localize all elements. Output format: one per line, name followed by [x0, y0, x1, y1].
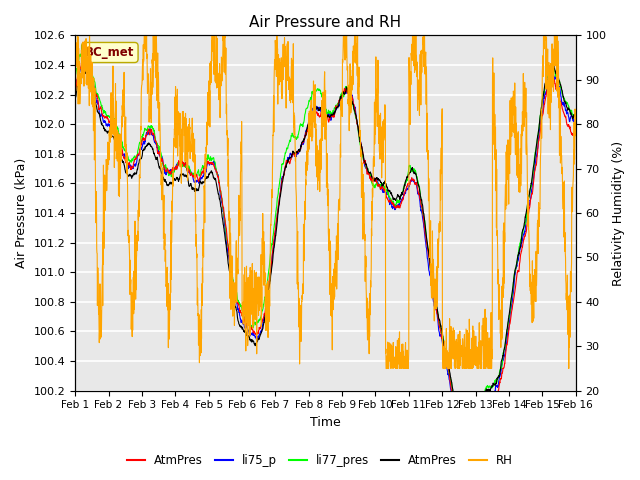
X-axis label: Time: Time	[310, 416, 341, 429]
Legend: AtmPres, li75_p, li77_pres, AtmPres, RH: AtmPres, li75_p, li77_pres, AtmPres, RH	[122, 449, 518, 472]
Y-axis label: Relativity Humidity (%): Relativity Humidity (%)	[612, 141, 625, 286]
Text: BC_met: BC_met	[85, 46, 134, 59]
Title: Air Pressure and RH: Air Pressure and RH	[250, 15, 401, 30]
Y-axis label: Air Pressure (kPa): Air Pressure (kPa)	[15, 158, 28, 268]
